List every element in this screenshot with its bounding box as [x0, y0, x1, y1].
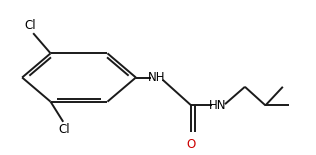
Text: O: O: [186, 138, 196, 151]
Text: Cl: Cl: [58, 123, 70, 136]
Text: HN: HN: [209, 99, 227, 112]
Text: Cl: Cl: [24, 19, 36, 32]
Text: NH: NH: [148, 71, 165, 84]
